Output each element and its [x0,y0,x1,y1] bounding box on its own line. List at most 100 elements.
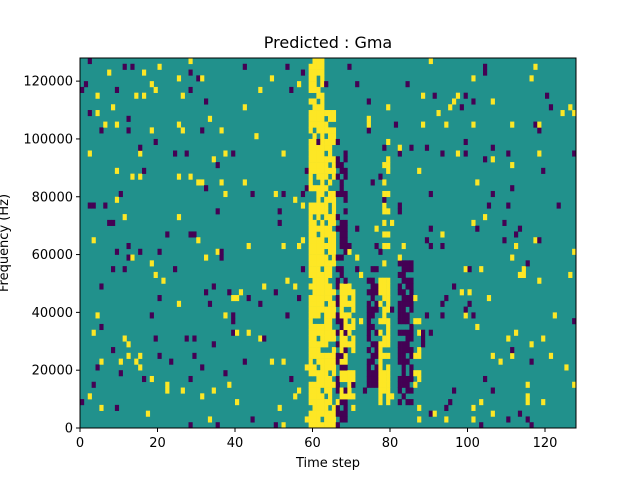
heatmap-cell [424,237,430,244]
heatmap-cell [328,416,333,423]
heatmap-cell [382,190,387,198]
heatmap-cell [397,144,402,151]
heatmap-cell [308,323,313,331]
heatmap-cell [312,81,317,88]
heatmap-cell [343,329,348,336]
heatmap-cell [370,312,375,319]
heatmap-cell [452,98,457,105]
y-tick-label: 120000 [23,75,73,90]
heatmap-cell [409,306,414,313]
heatmap-cell [223,370,228,377]
heatmap-cell [165,381,170,388]
heatmap-cell [312,225,317,232]
heatmap-cell [428,190,433,198]
heatmap-cell [374,347,379,354]
heatmap-cell [432,92,437,99]
heatmap-cell [343,300,348,307]
heatmap-cell [308,110,313,117]
heatmap-cell [320,179,325,186]
heatmap-cell [308,138,313,146]
heatmap-cell [335,329,340,336]
heatmap-cell [320,358,325,365]
heatmap-cell [312,387,317,394]
heatmap-cell [250,416,255,423]
heatmap-cell [324,352,329,359]
heatmap-cell [324,323,329,331]
heatmap-cell [370,266,375,273]
heatmap-cell [312,138,317,146]
heatmap-cell [510,347,515,354]
heatmap-cell [142,92,147,99]
heatmap-cell [312,422,317,429]
heatmap-cell [312,162,317,169]
heatmap-cell [130,173,135,180]
heatmap-cell [312,110,317,117]
heatmap-cell [537,237,542,244]
heatmap-cell [328,266,333,273]
heatmap-cell [405,399,410,406]
heatmap-cell [378,329,383,336]
heatmap-cell [347,375,352,383]
heatmap-cell [328,179,333,186]
heatmap-cell [316,254,321,261]
heatmap-cell [409,364,414,371]
heatmap-cell [448,399,453,406]
heatmap-cell [312,115,317,122]
heatmap-cell [316,277,321,284]
heatmap-cell [328,219,333,226]
heatmap-cell [130,254,135,261]
heatmap-cell [455,150,461,157]
plot-frame [79,57,577,429]
heatmap-cell [316,341,321,348]
heatmap-cell [498,358,503,365]
heatmap-cell [366,364,371,371]
heatmap-cell [370,179,375,186]
heatmap-cell [308,347,313,354]
heatmap-cell [320,69,325,76]
heatmap-cell [459,104,464,111]
heatmap-cell [308,173,313,180]
heatmap-cell [269,358,275,365]
heatmap-cell [238,289,244,296]
heatmap-cell [401,318,406,325]
heatmap-cell [312,306,317,313]
heatmap-cell [169,358,174,365]
heatmap-cell [479,399,484,406]
heatmap-cell [324,138,329,146]
heatmap-cell [335,352,340,359]
heatmap-cell [397,300,402,307]
heatmap-cell [452,283,457,290]
heatmap-cell [312,86,317,93]
heatmap-cell [331,254,337,261]
heatmap-cell [335,422,340,429]
heatmap-cell [80,399,85,406]
heatmap-cell [382,219,387,226]
heatmap-cell [382,370,387,377]
heatmap-cell [316,271,321,278]
heatmap-cell [366,312,371,319]
heatmap-cell [401,312,406,319]
heatmap-cell [91,381,96,388]
heatmap-cell [324,399,329,406]
heatmap-cell [386,370,391,377]
heatmap-cell [397,271,402,278]
heatmap-cell [366,127,371,134]
heatmap-cell [308,202,313,209]
heatmap-cell [386,167,391,174]
heatmap-cell [339,289,344,296]
heatmap-cell [324,381,329,388]
heatmap-cell [188,69,193,76]
heatmap-cell [331,289,337,296]
heatmap-cell [320,381,325,388]
heatmap-cell [359,318,364,325]
heatmap-cell [312,271,317,278]
heatmap-cell [188,86,193,93]
heatmap-cell [386,375,391,383]
heatmap-cell [370,370,375,377]
heatmap-cell [390,306,395,313]
heatmap-cell [397,375,402,383]
heatmap-cell [80,86,85,93]
heatmap-cell [246,295,251,302]
heatmap-cell [308,86,313,93]
